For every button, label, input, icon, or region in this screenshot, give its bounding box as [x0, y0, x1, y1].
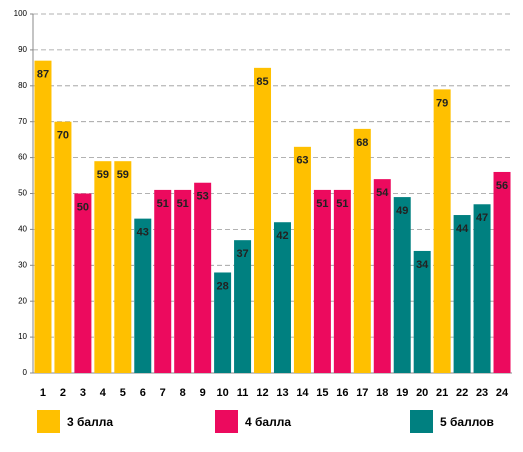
x-tick-label: 20: [416, 387, 428, 399]
data-label: 42: [276, 230, 288, 242]
data-label: 56: [496, 180, 508, 192]
legend-label: 4 балла: [245, 415, 291, 429]
x-tick-label: 22: [456, 387, 468, 399]
legend-swatch: [410, 410, 433, 433]
data-label: 54: [376, 187, 389, 199]
x-tick-label: 2: [60, 387, 66, 399]
x-tick-label: 5: [120, 387, 126, 399]
data-label: 59: [117, 169, 129, 181]
data-label: 28: [216, 280, 228, 292]
legend-label: 3 балла: [67, 415, 113, 429]
bar: [473, 204, 491, 373]
data-label: 47: [476, 212, 488, 224]
data-label: 43: [137, 227, 149, 239]
y-tick-label: 30: [18, 260, 27, 269]
x-tick-label: 19: [396, 387, 408, 399]
bar: [313, 189, 331, 373]
data-label: 51: [177, 198, 189, 210]
x-tick-label: 13: [276, 387, 288, 399]
data-label: 51: [316, 198, 328, 210]
bar: [114, 161, 132, 373]
bar: [333, 189, 351, 373]
bar: [493, 171, 511, 373]
x-tick-label: 24: [496, 387, 509, 399]
bar: [413, 250, 431, 373]
y-tick-label: 40: [18, 225, 27, 234]
bar: [254, 67, 272, 373]
legend-swatch: [215, 410, 238, 433]
data-label: 59: [97, 169, 109, 181]
x-tick-label: 23: [476, 387, 488, 399]
data-label: 85: [256, 76, 268, 88]
bar: [453, 215, 471, 373]
bar: [373, 179, 391, 373]
bar: [154, 189, 172, 373]
data-label: 44: [456, 223, 469, 235]
data-label: 63: [296, 155, 308, 167]
x-tick-label: 21: [436, 387, 448, 399]
x-tick-label: 15: [316, 387, 328, 399]
y-tick-label: 0: [23, 368, 28, 377]
y-tick-label: 10: [18, 332, 27, 341]
bar: [353, 128, 371, 373]
bar: [273, 222, 291, 373]
x-tick-label: 6: [140, 387, 146, 399]
y-tick-label: 80: [18, 81, 27, 90]
data-label: 51: [336, 198, 348, 210]
data-label: 37: [236, 248, 248, 260]
data-label: 79: [436, 97, 448, 109]
x-tick-label: 3: [80, 387, 86, 399]
bar: [134, 218, 152, 373]
x-tick-label: 14: [296, 387, 309, 399]
y-tick-label: 50: [18, 189, 27, 198]
bar: [194, 182, 212, 373]
data-label: 68: [356, 137, 368, 149]
bar: [234, 240, 252, 373]
x-tick-label: 10: [216, 387, 228, 399]
y-tick-label: 20: [18, 296, 27, 305]
bar: [94, 161, 112, 373]
x-tick-label: 18: [376, 387, 388, 399]
bar: [54, 121, 72, 373]
y-tick-label: 60: [18, 153, 27, 162]
data-label: 49: [396, 205, 408, 217]
bar: [34, 60, 52, 374]
y-tick-label: 90: [18, 45, 27, 54]
x-tick-label: 8: [180, 387, 186, 399]
bar: [74, 193, 92, 373]
bar: [293, 146, 311, 373]
data-label: 51: [157, 198, 169, 210]
data-label: 53: [197, 191, 209, 203]
x-tick-label: 9: [200, 387, 206, 399]
bar: [393, 197, 411, 373]
legend-swatch: [37, 410, 60, 433]
x-tick-label: 1: [40, 387, 46, 399]
x-tick-label: 12: [256, 387, 268, 399]
x-tick-label: 11: [237, 387, 249, 399]
data-label: 34: [416, 259, 429, 271]
y-tick-label: 70: [18, 117, 27, 126]
data-label: 87: [37, 69, 49, 81]
x-tick-label: 4: [100, 387, 107, 399]
legend-label: 5 баллов: [440, 415, 494, 429]
data-label: 70: [57, 130, 69, 142]
data-label: 50: [77, 201, 89, 213]
x-tick-label: 16: [336, 387, 348, 399]
bar: [174, 189, 192, 373]
x-tick-label: 17: [356, 387, 368, 399]
y-tick-label: 100: [14, 9, 28, 18]
x-tick-label: 7: [160, 387, 166, 399]
bar: [433, 89, 451, 373]
bar: [214, 272, 232, 373]
